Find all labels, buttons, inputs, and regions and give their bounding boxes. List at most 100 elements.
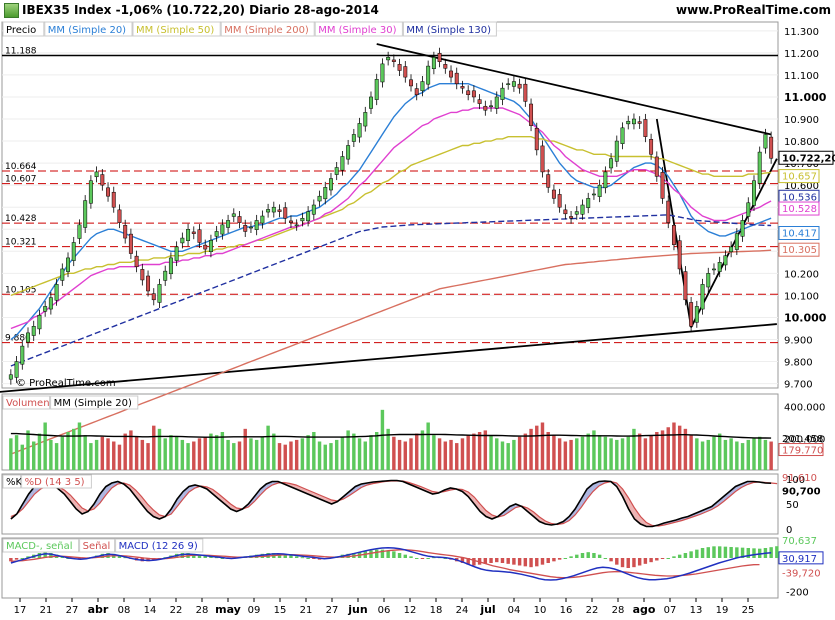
instrument-name: IBEX35 Index (22, 3, 112, 17)
volume-bar (289, 441, 293, 470)
macd-histogram-bar (695, 549, 699, 558)
volume-bar (735, 441, 739, 470)
x-tick-label: 16 (560, 605, 573, 616)
volume-bar (609, 438, 613, 470)
macd-value-label: 30,917 (782, 554, 817, 565)
volume-bar (455, 443, 459, 470)
legend-box (220, 21, 315, 37)
macd-histogram-bar (392, 551, 396, 558)
macd-histogram-bar (203, 555, 207, 558)
volume-bar (523, 433, 528, 470)
macd-histogram-bar (637, 558, 642, 566)
candle-body (283, 207, 288, 219)
macd-histogram-bar (106, 553, 110, 558)
candle-body (54, 284, 59, 301)
stoch-fill (729, 486, 736, 497)
candle-body (208, 240, 213, 252)
x-tick-label: 09 (248, 605, 261, 616)
candle-body (449, 70, 453, 78)
macd-histogram-bar (9, 558, 13, 562)
stoch-fill (307, 490, 314, 497)
candle-body (574, 211, 579, 215)
volume-bar (746, 439, 750, 470)
macd-histogram-bar (180, 553, 185, 558)
macd-histogram-bar (209, 556, 213, 558)
chart-header: IBEX35 Index -1,06% (10.722,20) Diario 2… (0, 0, 835, 20)
candle-body (8, 374, 13, 380)
volume-bar (489, 435, 493, 470)
candle-body (397, 64, 402, 71)
right-value-box (778, 169, 820, 184)
volume-bar (432, 435, 436, 470)
volume-bar (192, 441, 196, 470)
candle-body (146, 275, 151, 292)
right-value-label: 10.305 (782, 245, 817, 256)
price-legend-item: MM (Simple 200) (224, 25, 309, 36)
volume-bar (409, 438, 413, 470)
price-legend-item: MM (Simple 50) (136, 25, 214, 36)
candle-body (494, 96, 499, 109)
candle-body (586, 198, 591, 208)
volume-bar (689, 435, 693, 470)
volume-bar (655, 432, 659, 470)
volume-bar (352, 433, 356, 470)
trendline-lower (0, 323, 777, 393)
x-tick-label: 10 (534, 605, 547, 616)
legend-box (115, 538, 204, 553)
stoch-tick-label: 50 (786, 500, 799, 511)
macd-histogram-bar (769, 547, 773, 558)
volume-bar (712, 436, 716, 470)
candle-body (43, 306, 48, 312)
volume-bar (620, 438, 625, 470)
candle-body (563, 209, 568, 215)
candle-body (26, 332, 30, 343)
macd-histogram-bar (712, 546, 716, 558)
macd-histogram-bar (49, 553, 53, 558)
candle-body (752, 180, 756, 206)
level-label: 9.886 (5, 334, 31, 344)
volume-bar (546, 432, 550, 470)
price-tick-label: 11.000 (784, 91, 827, 104)
macd-legend-item: MACD (12 26 9) (119, 541, 198, 552)
right-value-label: 10.536 (782, 192, 817, 203)
macd-histogram-bar (386, 550, 390, 558)
macd-histogram-bar (535, 558, 539, 567)
right-value-box (778, 226, 820, 241)
volume-bar (512, 439, 516, 470)
volume-bar (495, 438, 499, 470)
macd-histogram-bar (460, 558, 465, 563)
volume-bar (586, 433, 590, 470)
volume-bar (597, 435, 602, 470)
candle-body (460, 86, 465, 89)
macd-histogram-bar (775, 546, 779, 558)
candle-body (506, 83, 511, 85)
volume-bar (477, 432, 482, 470)
volume-bar (106, 438, 110, 470)
candle-body (631, 118, 636, 125)
candle-body (180, 237, 185, 244)
stoch-fill (212, 489, 219, 499)
stoch-fill (474, 497, 481, 512)
candle-body (700, 284, 705, 310)
price-tick-label: 10.800 (784, 137, 819, 148)
candle-body (603, 171, 608, 189)
candle-body (409, 79, 413, 87)
trendline-upper (376, 43, 772, 136)
stoch-fill (224, 499, 231, 509)
x-tick-label: jul (479, 603, 495, 616)
candle-body (243, 225, 248, 232)
volume-bar (603, 436, 608, 470)
candle-body (386, 57, 391, 61)
level-label: 10.664 (5, 162, 37, 172)
volume-bar (752, 438, 756, 470)
candle-body (260, 215, 265, 224)
macd-histogram-bar (220, 558, 225, 559)
candle-body (551, 189, 556, 199)
volume-bar (666, 427, 670, 470)
site-url[interactable]: www.ProRealTime.com (676, 3, 831, 17)
volume-bar (695, 438, 699, 470)
volume-bar (89, 443, 93, 470)
x-tick-label: 08 (118, 605, 131, 616)
legend-box (132, 21, 221, 37)
